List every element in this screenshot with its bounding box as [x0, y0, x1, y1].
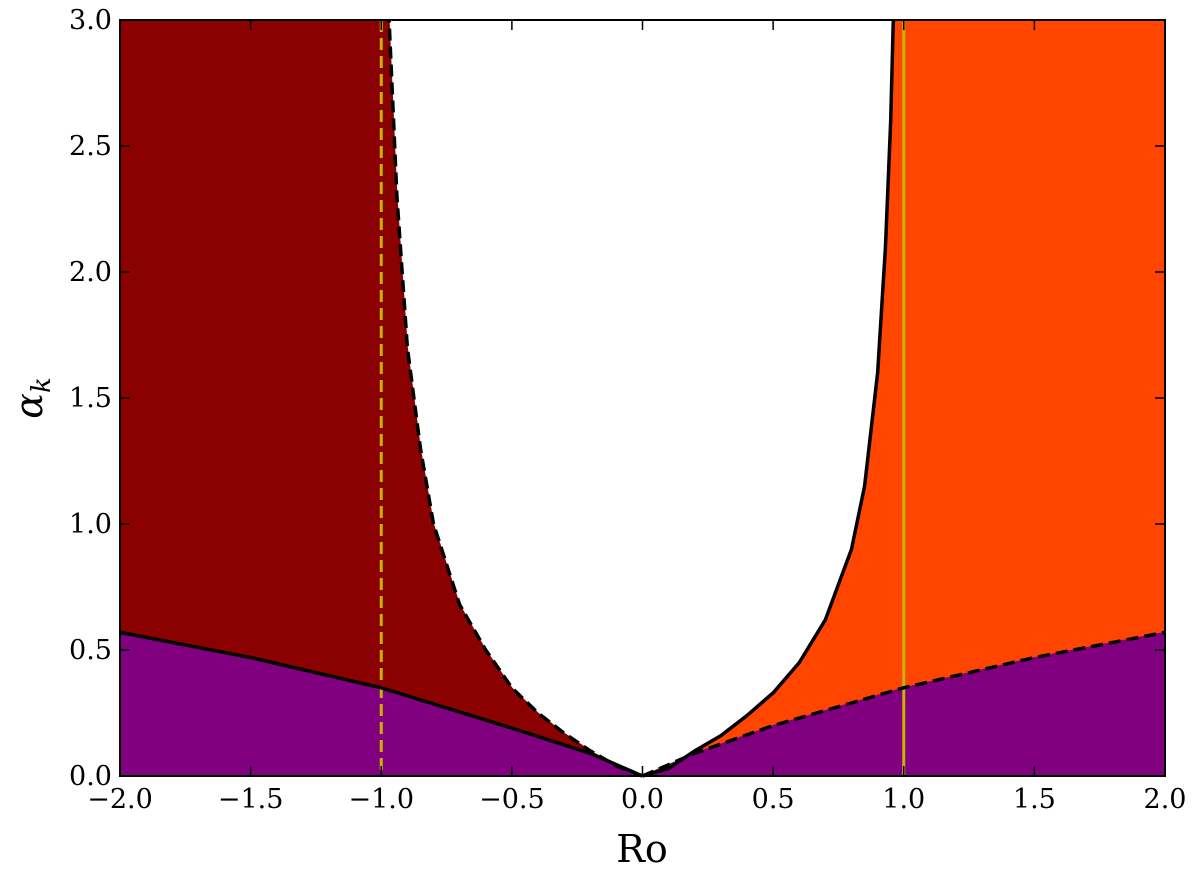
x-axis-label: Ro: [616, 827, 668, 871]
y-axis-label: αk: [7, 377, 57, 418]
x-tick-label: 2.0: [1144, 784, 1187, 815]
y-tick-label: 1.5: [69, 383, 112, 414]
x-tick-label: −1.5: [218, 784, 284, 815]
y-label-sub: k: [27, 377, 57, 393]
y-label-main: α: [7, 393, 51, 419]
x-tick-label: 0.5: [752, 784, 795, 815]
x-tick-label: −1.0: [348, 784, 414, 815]
y-tick-label: 0.0: [69, 761, 112, 792]
x-tick-label: 0.0: [621, 784, 664, 815]
boundary-curve: [387, 19, 644, 778]
y-tick-label: 3.0: [69, 5, 112, 36]
y-tick-label: 1.0: [69, 509, 112, 540]
y-tick-label: 2.5: [69, 131, 112, 162]
x-tick-label: 1.5: [1013, 784, 1056, 815]
y-tick-label: 2.0: [69, 257, 112, 288]
boundary-curve: [642, 19, 896, 778]
x-tick-label: −0.5: [479, 784, 545, 815]
x-tick-label: 1.0: [882, 784, 925, 815]
y-tick-label: 0.5: [69, 635, 112, 666]
x-tick-label: −2.0: [87, 784, 153, 815]
